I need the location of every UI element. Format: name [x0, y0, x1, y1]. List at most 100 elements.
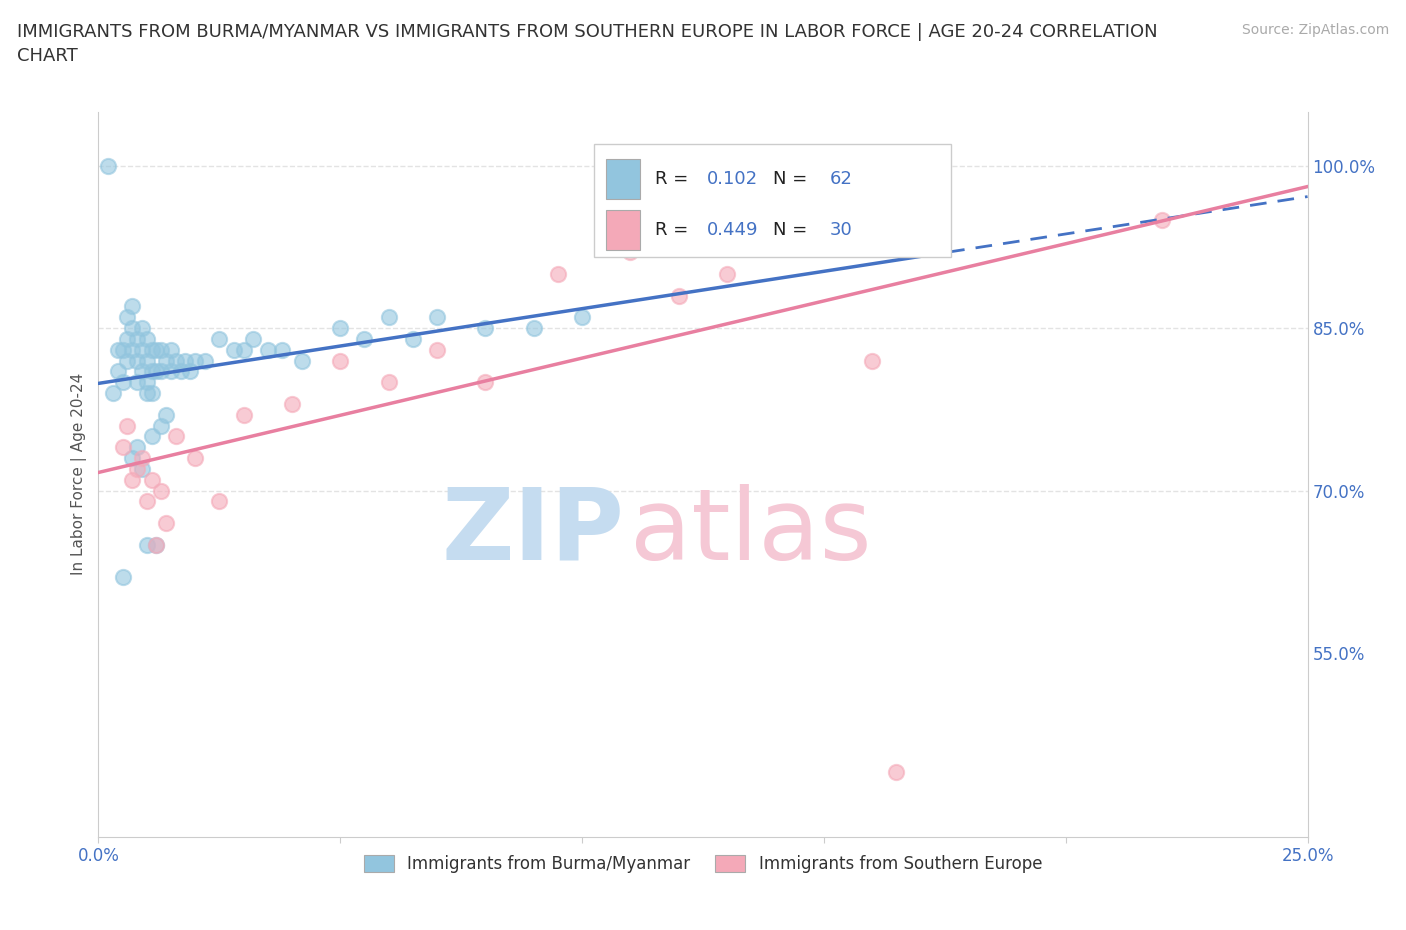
Text: 0.449: 0.449: [707, 220, 758, 239]
Point: [426, 342, 449, 357]
Point: [150, 342, 173, 357]
Point: [131, 451, 153, 466]
Point: [150, 418, 173, 433]
Point: [523, 321, 546, 336]
Point: [145, 364, 167, 379]
Point: [107, 364, 129, 379]
Point: [121, 321, 143, 336]
Point: [377, 375, 399, 390]
Text: 0.102: 0.102: [707, 170, 758, 188]
Point: [135, 538, 157, 552]
Point: [141, 342, 163, 357]
Point: [107, 342, 129, 357]
Point: [860, 353, 883, 368]
Point: [886, 764, 908, 779]
FancyBboxPatch shape: [595, 144, 950, 257]
Point: [141, 472, 163, 487]
Point: [121, 472, 143, 487]
Text: R =: R =: [655, 220, 693, 239]
FancyBboxPatch shape: [606, 159, 640, 199]
Point: [97, 158, 120, 173]
Point: [131, 364, 153, 379]
Point: [135, 386, 157, 401]
Point: [547, 267, 569, 282]
Point: [222, 342, 245, 357]
Point: [160, 364, 183, 379]
Y-axis label: In Labor Force | Age 20-24: In Labor Force | Age 20-24: [72, 373, 87, 576]
Point: [571, 310, 593, 325]
Point: [131, 321, 153, 336]
Point: [377, 310, 399, 325]
Point: [426, 310, 449, 325]
Point: [619, 245, 641, 259]
Point: [1152, 212, 1174, 227]
Point: [271, 342, 294, 357]
Point: [155, 353, 177, 368]
Point: [117, 353, 139, 368]
FancyBboxPatch shape: [606, 210, 640, 250]
Point: [141, 364, 163, 379]
Point: [127, 440, 149, 455]
Point: [353, 331, 375, 346]
Text: Source: ZipAtlas.com: Source: ZipAtlas.com: [1241, 23, 1389, 37]
Point: [179, 364, 201, 379]
Point: [290, 353, 312, 368]
Point: [716, 267, 738, 282]
Point: [121, 451, 143, 466]
Point: [281, 396, 304, 411]
Point: [141, 429, 163, 444]
Point: [165, 353, 187, 368]
Point: [329, 353, 352, 368]
Point: [837, 191, 859, 206]
Text: R =: R =: [655, 170, 693, 188]
Point: [145, 538, 167, 552]
Point: [474, 375, 496, 390]
Point: [127, 331, 149, 346]
Point: [208, 331, 231, 346]
Text: N =: N =: [773, 170, 813, 188]
Point: [127, 353, 149, 368]
Text: IMMIGRANTS FROM BURMA/MYANMAR VS IMMIGRANTS FROM SOUTHERN EUROPE IN LABOR FORCE : IMMIGRANTS FROM BURMA/MYANMAR VS IMMIGRA…: [17, 23, 1157, 65]
Point: [242, 331, 264, 346]
Point: [155, 515, 177, 530]
Point: [184, 451, 207, 466]
Point: [141, 386, 163, 401]
Point: [111, 375, 134, 390]
Point: [174, 353, 197, 368]
Point: [474, 321, 496, 336]
Point: [101, 386, 124, 401]
Point: [208, 494, 231, 509]
Point: [127, 461, 149, 476]
Point: [121, 342, 143, 357]
Point: [111, 440, 134, 455]
Point: [117, 310, 139, 325]
Text: N =: N =: [773, 220, 813, 239]
Text: 62: 62: [830, 170, 853, 188]
Text: 30: 30: [830, 220, 852, 239]
Point: [402, 331, 425, 346]
Text: atlas: atlas: [630, 484, 872, 581]
Point: [160, 342, 183, 357]
Point: [111, 342, 134, 357]
Point: [145, 342, 167, 357]
Point: [117, 418, 139, 433]
Legend: Immigrants from Burma/Myanmar, Immigrants from Southern Europe: Immigrants from Burma/Myanmar, Immigrant…: [357, 848, 1049, 880]
Point: [145, 538, 167, 552]
Point: [910, 179, 932, 194]
Point: [169, 364, 191, 379]
Point: [127, 375, 149, 390]
Point: [135, 375, 157, 390]
Point: [329, 321, 352, 336]
Point: [232, 342, 254, 357]
Point: [232, 407, 254, 422]
Point: [150, 364, 173, 379]
Point: [150, 483, 173, 498]
Point: [131, 461, 153, 476]
Point: [813, 202, 835, 217]
Point: [135, 353, 157, 368]
Point: [135, 331, 157, 346]
Point: [121, 299, 143, 314]
Point: [184, 353, 207, 368]
Point: [165, 429, 187, 444]
Point: [131, 342, 153, 357]
